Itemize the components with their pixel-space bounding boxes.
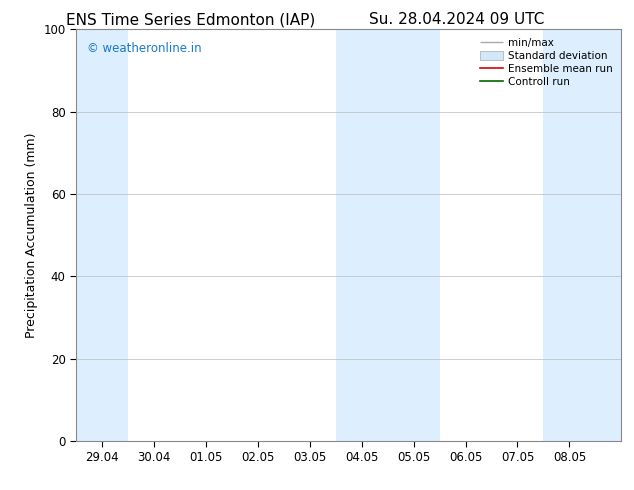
Text: © weatheronline.in: © weatheronline.in <box>87 42 202 55</box>
Y-axis label: Precipitation Accumulation (mm): Precipitation Accumulation (mm) <box>25 132 38 338</box>
Legend: min/max, Standard deviation, Ensemble mean run, Controll run: min/max, Standard deviation, Ensemble me… <box>477 35 616 90</box>
Bar <box>336 29 439 441</box>
Bar <box>543 29 621 441</box>
Bar <box>76 29 128 441</box>
Text: Su. 28.04.2024 09 UTC: Su. 28.04.2024 09 UTC <box>369 12 544 27</box>
Text: ENS Time Series Edmonton (IAP): ENS Time Series Edmonton (IAP) <box>65 12 315 27</box>
